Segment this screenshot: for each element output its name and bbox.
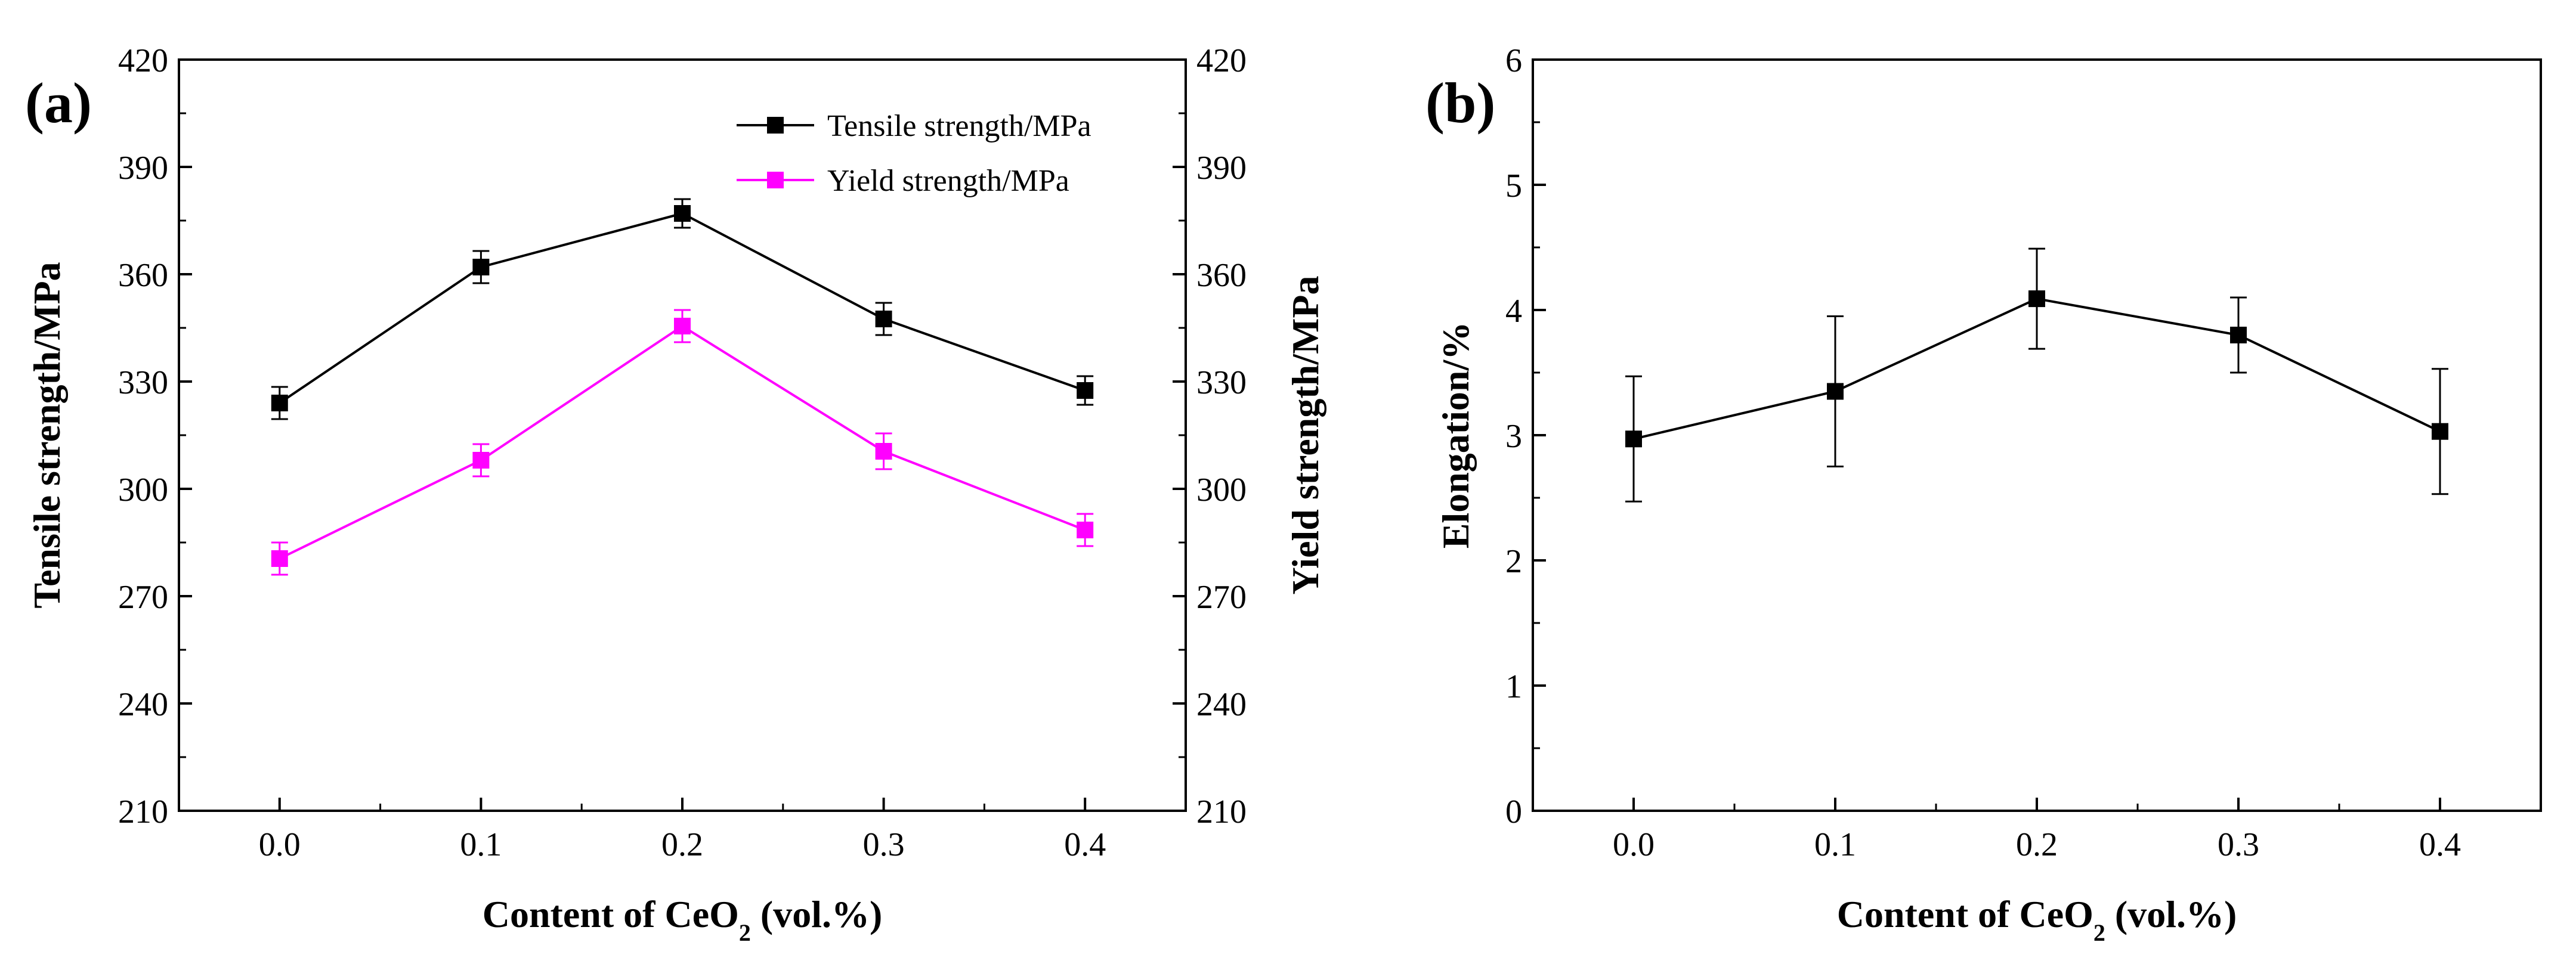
panel-a-y2-tick-label: 390 xyxy=(1196,150,1247,187)
panel-b-label: (b) xyxy=(1425,71,1495,135)
panel-a-y2-axis-title: Yield strength/MPa xyxy=(1284,275,1326,594)
panel-b-y-tick-label: 0 xyxy=(1505,793,1522,830)
panel-a-data-point xyxy=(472,259,490,275)
panel-a-data-point xyxy=(674,205,691,222)
panel-a-data-point xyxy=(472,452,490,469)
panel-a-y-tick-label: 300 xyxy=(118,472,168,509)
panel-a-data-point xyxy=(271,550,288,567)
panel-a-data-point xyxy=(875,311,892,327)
legend-marker xyxy=(767,172,784,188)
panel-b-y-tick-label: 2 xyxy=(1505,543,1522,580)
panel-a-y2-tick-label: 300 xyxy=(1196,472,1247,509)
panel-b-data-point xyxy=(2432,423,2448,440)
panel-a-x-tick-label: 0.4 xyxy=(1064,826,1106,863)
panel-a-x-axis-title-subscript: 2 xyxy=(739,919,751,946)
panel-b-y-tick-label: 3 xyxy=(1505,418,1522,455)
panel-b-x-tick-label: 0.2 xyxy=(2016,826,2058,863)
panel-a-x-tick-label: 0.0 xyxy=(259,826,301,863)
panel-a-ticks: 0.0 0.1 0.2 0.3 0.4 210 210 240 240 270 270 300 300 3… xyxy=(118,42,1247,863)
panel-a-y-tick-label: 270 xyxy=(118,579,168,616)
panel-a-legend: Tensile strength/MPa Yield strength/MPa xyxy=(737,109,1091,198)
panel-a-x-tick-label: 0.3 xyxy=(863,826,905,863)
panel-a-y2-tick-label: 240 xyxy=(1196,686,1247,723)
panel-b-y-tick-label: 5 xyxy=(1505,168,1522,204)
panel-a-y2-tick-label: 330 xyxy=(1196,364,1247,401)
panel-a-y-tick-label: 240 xyxy=(118,686,168,723)
panel-b-y-tick-label: 4 xyxy=(1505,293,1522,330)
panel-b-series-layer xyxy=(1625,247,2448,503)
panel-b-data-point xyxy=(2230,327,2247,343)
panel-a-y2-tick-label: 210 xyxy=(1196,793,1247,830)
legend-label: Yield strength/MPa xyxy=(827,164,1069,198)
panel-a-y-tick-label: 390 xyxy=(118,150,168,187)
panel-b-x-tick-label: 0.3 xyxy=(2218,826,2259,863)
panel-b-x-axis-title-main: Content of CeO xyxy=(1837,893,2093,935)
panel-b-x-axis-title: Content of CeO2 (vol.%) xyxy=(1837,893,2237,946)
panel-a-x-tick-label: 0.2 xyxy=(661,826,703,863)
panel-b-y-tick-label: 1 xyxy=(1505,668,1522,705)
panel-b-y-tick-label: 6 xyxy=(1505,42,1522,79)
panel-b-x-tick-label: 0.1 xyxy=(1814,826,1856,863)
panel-b-y-axis-title: Elongation/% xyxy=(1434,322,1477,549)
panel-b-ticks: 0.0 0.1 0.2 0.3 0.4 0 1 2 3 4 5 6 xyxy=(1505,42,2542,863)
panel-a-y-axis-title: Tensile strength/MPa xyxy=(26,262,68,608)
panel-a-series-layer xyxy=(271,198,1094,576)
panel-a-x-axis-title-tail: (vol.%) xyxy=(751,893,882,935)
panel-a-x-axis-title: Content of CeO2 (vol.%) xyxy=(483,893,883,946)
panel-a-y-tick-label: 420 xyxy=(118,42,168,79)
panel-a-y2-tick-label: 420 xyxy=(1196,42,1247,79)
panel-a-y2-tick-label: 270 xyxy=(1196,579,1247,616)
panel-a-x-tick-label: 0.1 xyxy=(460,826,502,863)
panel-a-y-tick-label: 210 xyxy=(118,793,168,830)
panel-a-data-point xyxy=(1077,522,1094,538)
panel-a: (a) 0.0 0.1 0.2 0.3 0.4 210 210 240 240 270 270 300… xyxy=(25,42,1326,946)
panel-a-x-axis-title-main: Content of CeO xyxy=(483,893,739,935)
panel-a-y-tick-label: 330 xyxy=(118,364,168,401)
panel-b-data-point xyxy=(2028,290,2045,308)
legend-label: Tensile strength/MPa xyxy=(827,109,1091,143)
panel-b-x-axis-title-subscript: 2 xyxy=(2093,919,2105,946)
panel-b-data-point xyxy=(1625,430,1642,448)
panel-b-x-axis-title-tail: (vol.%) xyxy=(2105,893,2237,935)
panel-b-x-tick-label: 0.4 xyxy=(2419,826,2461,863)
panel-b-data-point xyxy=(1827,383,1844,400)
panel-a-data-point xyxy=(1077,382,1094,399)
panel-b-x-tick-label: 0.0 xyxy=(1613,826,1655,863)
panel-a-data-point xyxy=(271,395,288,411)
panel-a-y-tick-label: 360 xyxy=(118,257,168,294)
panel-a-y2-tick-label: 360 xyxy=(1196,257,1247,294)
panel-a-data-point xyxy=(875,443,892,460)
panel-a-label: (a) xyxy=(25,71,92,135)
legend-marker xyxy=(767,117,784,134)
panel-a-data-point xyxy=(674,318,691,334)
